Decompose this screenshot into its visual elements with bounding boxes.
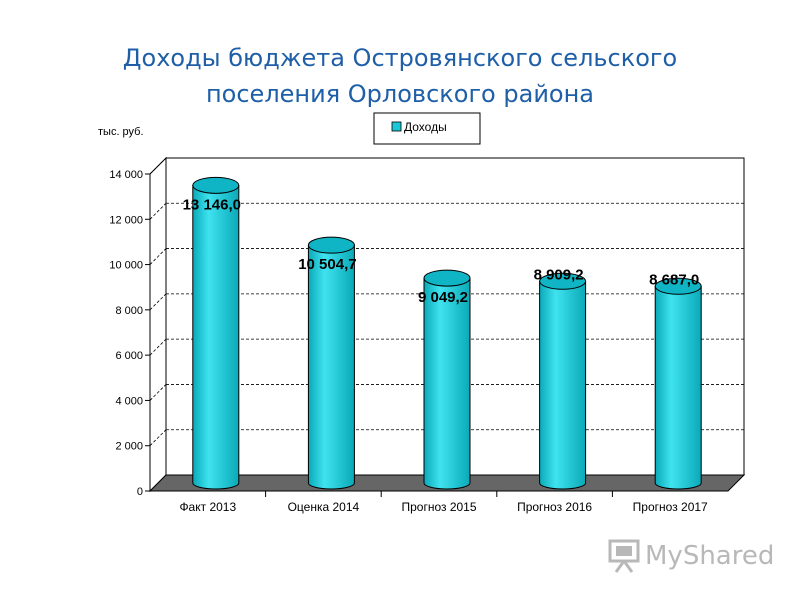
bar-top-2 xyxy=(307,236,355,254)
data-label: 9 049,2 xyxy=(418,289,468,306)
bar-3 xyxy=(423,277,471,490)
gridline-side xyxy=(149,429,167,446)
chart-title: Доходы бюджета Островянского сельского п… xyxy=(0,40,800,112)
gridline-side xyxy=(149,203,167,220)
legend-swatch xyxy=(391,121,402,132)
bar-top-4 xyxy=(539,272,587,290)
y-tick-label: 10 000 xyxy=(109,260,143,272)
plot-side-wall xyxy=(149,156,167,493)
data-label: 13 146,0 xyxy=(183,196,241,213)
watermark-text: MyShared xyxy=(645,541,775,571)
y-tick-label: 8 000 xyxy=(115,305,143,317)
y-tick-label: 2 000 xyxy=(115,441,143,453)
gridline-side xyxy=(149,293,167,311)
x-tick-label: Оценка 2014 xyxy=(288,500,360,514)
y-tick-label: 4 000 xyxy=(115,395,143,407)
chart-title-line-2: поселения Орловского района xyxy=(205,80,594,108)
y-tick-label: 0 xyxy=(137,486,143,498)
x-tick-label: Прогноз 2017 xyxy=(633,500,708,514)
y-axis-label: тыс. руб. xyxy=(98,126,144,138)
bar-top-3 xyxy=(423,269,471,287)
x-tick-label: Прогноз 2015 xyxy=(401,500,476,514)
bar-5 xyxy=(654,285,702,490)
bar-top-1 xyxy=(192,176,240,194)
bar-4 xyxy=(539,280,587,490)
data-label: 10 504,7 xyxy=(298,256,356,273)
gridline-side xyxy=(149,384,167,401)
watermark: MyShared xyxy=(605,535,775,575)
chart-title-line-1: Доходы бюджета Островянского сельского xyxy=(122,44,678,72)
data-label: 8 687,0 xyxy=(649,271,699,288)
y-tick-label: 12 000 xyxy=(109,214,143,226)
gridline-side xyxy=(149,338,167,356)
data-label: 8 909,2 xyxy=(534,266,584,283)
bar-1 xyxy=(192,184,240,490)
legend-label: Доходы xyxy=(404,120,447,134)
bar-top-5 xyxy=(654,277,702,295)
presentation-board-icon xyxy=(608,539,640,573)
x-tick-label: Факт 2013 xyxy=(179,500,236,514)
x-tick-label: Прогноз 2016 xyxy=(517,500,592,514)
bar-2 xyxy=(307,244,355,490)
gridline-side xyxy=(149,248,167,265)
y-tick-label: 14 000 xyxy=(109,169,143,181)
gridline-side xyxy=(149,157,167,175)
y-tick-label: 6 000 xyxy=(115,350,143,362)
